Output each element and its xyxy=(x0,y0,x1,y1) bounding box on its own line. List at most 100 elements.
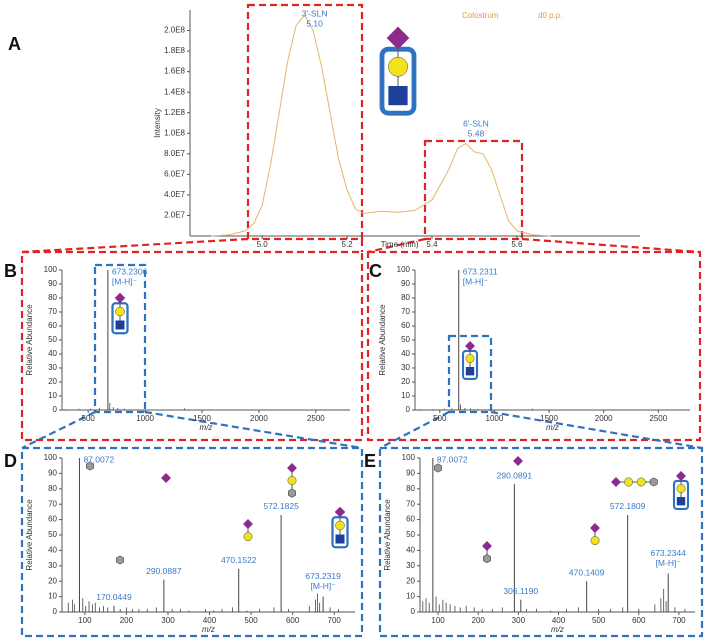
x-axis-label: m/z xyxy=(546,423,559,432)
y-tick-label: 50 xyxy=(401,335,410,344)
peak-label: 87.0072 xyxy=(437,454,468,464)
sialic-acid xyxy=(482,541,492,551)
peak-label: 673.2306 xyxy=(112,266,148,276)
y-tick-label: 70 xyxy=(48,307,57,316)
peak-label: 170.0449 xyxy=(96,592,132,602)
y-tick-label: 50 xyxy=(48,335,57,344)
zoom-box xyxy=(447,334,493,414)
y-tick-label: 1.6E8 xyxy=(164,67,185,76)
sialic-acid xyxy=(161,473,171,483)
sialic-acid xyxy=(676,471,686,481)
y-tick-label: 8.0E7 xyxy=(164,149,185,158)
x-tick-label: 1500 xyxy=(540,414,558,423)
peak-label: 572.1825 xyxy=(263,501,299,511)
fragment xyxy=(483,554,491,564)
fragment xyxy=(434,463,442,473)
y-axis-label: Intensity xyxy=(153,108,162,138)
y-tick-label: 50 xyxy=(406,530,415,539)
y-tick-label: 0 xyxy=(53,405,58,414)
peak-label: 673.2344 xyxy=(650,548,686,558)
x-tick-label: 1500 xyxy=(193,414,211,423)
panel-letter: D xyxy=(4,451,17,471)
y-tick-label: 40 xyxy=(406,546,415,555)
y-tick-label: 90 xyxy=(48,469,57,478)
zoom-line xyxy=(21,237,249,254)
glcnac xyxy=(465,367,475,376)
zoom-box xyxy=(93,263,147,414)
glcnac xyxy=(388,86,408,106)
x-tick-label: 1000 xyxy=(486,414,504,423)
sialic-acid xyxy=(114,292,126,304)
galactose xyxy=(676,484,686,494)
y-tick-label: 70 xyxy=(401,307,410,316)
x-tick-label: 400 xyxy=(552,616,566,625)
x-tick-label: 5.2 xyxy=(342,240,354,249)
zoom-box xyxy=(423,139,524,241)
glcnac xyxy=(676,497,686,506)
panel-frame xyxy=(20,446,364,638)
sialic-acid xyxy=(590,523,600,533)
y-tick-label: 80 xyxy=(401,293,410,302)
peak-name: 3'-SLN xyxy=(302,8,328,18)
y-tick-label: 90 xyxy=(406,469,415,478)
y-tick-label: 90 xyxy=(401,279,410,288)
x-tick-label: 200 xyxy=(120,616,134,625)
y-axis-label: Relative Abundance xyxy=(383,499,392,571)
ion-label: [M-H]⁻ xyxy=(112,276,138,286)
peak-label: 673.2319 xyxy=(305,571,341,581)
ion-label: [M-H]⁻ xyxy=(656,558,682,568)
y-tick-label: 30 xyxy=(48,363,57,372)
y-tick-label: 30 xyxy=(401,363,410,372)
y-tick-label: 0 xyxy=(406,405,411,414)
y-tick-label: 80 xyxy=(48,293,57,302)
x-tick-label: 600 xyxy=(632,616,646,625)
y-tick-label: 1.4E8 xyxy=(164,87,185,96)
y-tick-label: 80 xyxy=(406,484,415,493)
galactose xyxy=(287,476,297,486)
peak-label: 470.1522 xyxy=(221,555,257,565)
y-tick-label: 100 xyxy=(402,453,416,462)
x-tick-label: 5.6 xyxy=(511,240,523,249)
y-tick-label: 2.0E7 xyxy=(164,211,185,220)
x-axis-label: m/z xyxy=(202,625,215,634)
y-tick-label: 60 xyxy=(48,321,57,330)
chromatogram-line xyxy=(211,14,551,237)
y-tick-label: 20 xyxy=(401,377,410,386)
x-tick-label: 700 xyxy=(672,616,686,625)
glcnac xyxy=(335,534,345,544)
galactose xyxy=(115,306,125,317)
x-tick-label: 400 xyxy=(203,616,217,625)
y-tick-label: 0 xyxy=(411,607,416,616)
x-tick-label: 500 xyxy=(592,616,606,625)
y-tick-label: 20 xyxy=(48,377,57,386)
y-tick-label: 100 xyxy=(44,453,58,462)
panel-letter: E xyxy=(364,451,376,471)
y-axis-label: Relative Abundance xyxy=(25,499,34,571)
y-tick-label: 60 xyxy=(48,515,57,524)
peak-label: 470.1409 xyxy=(569,567,605,577)
y-tick-label: 40 xyxy=(401,349,410,358)
panel-letter: A xyxy=(8,34,21,54)
galactose xyxy=(590,536,600,546)
sialic-acid xyxy=(513,456,523,466)
y-tick-label: 30 xyxy=(406,561,415,570)
y-tick-label: 40 xyxy=(48,546,57,555)
y-tick-label: 20 xyxy=(48,576,57,585)
sialic-acid xyxy=(465,341,475,351)
x-tick-label: 300 xyxy=(161,616,175,625)
y-tick-label: 60 xyxy=(401,321,410,330)
fragment xyxy=(116,555,124,565)
peak-time: 5.48 xyxy=(468,128,485,138)
x-tick-label: 2000 xyxy=(595,414,613,423)
galactose xyxy=(243,532,253,542)
y-tick-label: 1.0E8 xyxy=(164,128,185,137)
x-tick-label: 100 xyxy=(431,616,445,625)
peak-name: 6'-SLN xyxy=(463,118,489,128)
x-axis-label: m/z xyxy=(551,625,564,634)
x-axis-label: Time (min) xyxy=(381,240,419,249)
x-tick-label: 100 xyxy=(78,616,92,625)
y-tick-label: 90 xyxy=(48,279,57,288)
y-tick-label: 10 xyxy=(401,391,410,400)
zoom-line xyxy=(379,411,450,449)
panel-frame xyxy=(366,250,702,442)
